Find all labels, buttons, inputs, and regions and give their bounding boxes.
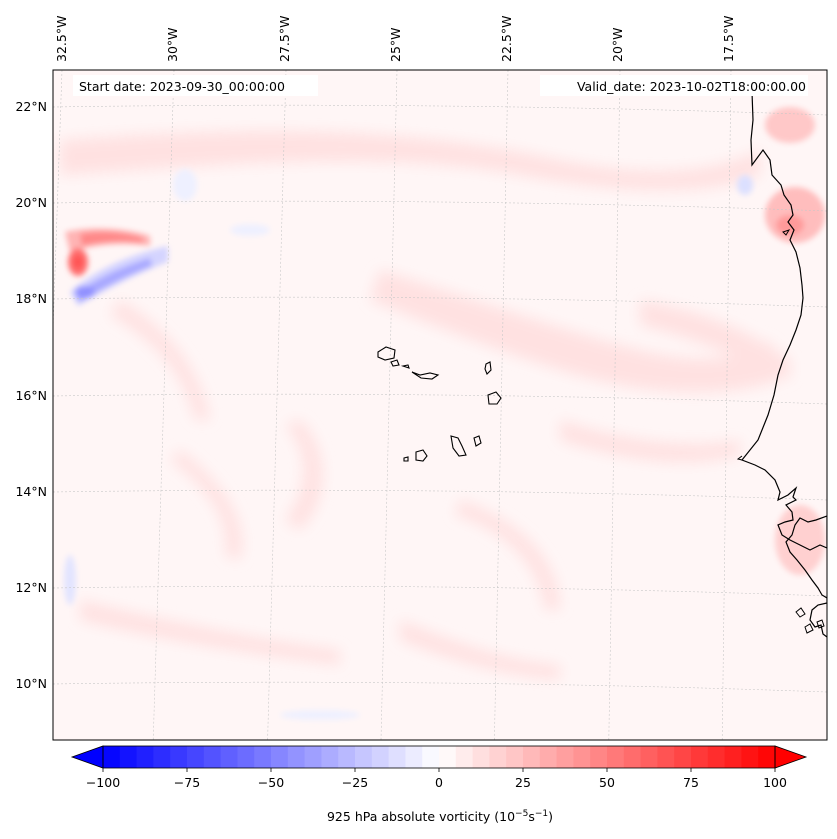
colorbar-tick-label: 100 [763,775,787,790]
colorbar-segment [573,746,591,768]
colorbar-segment [691,746,709,768]
coast-detail-bijagos [795,607,825,634]
colorbar-segment [187,746,205,768]
colorbar-segment [304,746,322,768]
island-santo-antao [377,346,396,361]
colorbar-segment [220,746,238,768]
colorbar-segment [103,746,121,768]
lon-label-25w: 25°W [388,27,403,62]
cape-verde-islands [377,346,502,462]
colorbar-segment [707,746,725,768]
colorbar-segment [556,746,574,768]
colorbar-segment [271,746,289,768]
colorbar-extend-min [70,745,104,769]
lat-label-10n: 10°N [15,676,47,691]
lat-label-22n: 22°N [15,99,47,114]
colorbar-segment [153,746,171,768]
colorbar-segment [422,746,440,768]
lat-label-12n: 12°N [15,580,47,595]
colorbar-tick-label: −25 [342,775,368,790]
colorbar-tick-label: 75 [683,775,699,790]
colorbar-label: 925 hPa absolute vorticity (10−5s−1) [327,809,553,824]
colorbar-segment [203,746,221,768]
colorbar-segments [103,746,776,768]
colorbar-segment [237,746,255,768]
colorbar-tick-label: −100 [86,775,120,790]
lon-label-32-5w: 32.5°W [54,16,69,62]
colorbar-tick-label: 0 [435,775,443,790]
colorbar-segment [741,746,759,768]
island-fogo [415,449,428,462]
longitude-labels: 32.5°W 30°W 27.5°W 25°W 22.5°W 20°W 17.5… [54,16,736,62]
colorbar-tick-label: 50 [599,775,615,790]
colorbar-segment [254,746,272,768]
island-maio [473,435,482,447]
colorbar-segment [119,746,137,768]
positive-vorticity-field [60,131,790,680]
start-date-text: Start date: 2023-09-30_00:00:00 [79,79,285,94]
lon-label-20w: 20°W [610,27,625,62]
colorbar-segment [170,746,188,768]
lon-label-22-5w: 22.5°W [499,16,514,62]
island-santa-luzia [400,364,410,369]
colorbar-segment [623,746,641,768]
colorbar-ticks: −100 −75 −50 −25 0 25 50 75 100 [86,768,787,790]
latitude-labels: 22°N 20°N 18°N 16°N 14°N 12°N 10°N [15,99,47,691]
colorbar-segment [355,746,373,768]
colorbar-segment [405,746,423,768]
lat-label-18n: 18°N [15,291,47,306]
lon-label-30w: 30°W [165,27,180,62]
island-sao-nicolau [411,371,440,380]
colorbar-segment [338,746,356,768]
africa-coastline [741,91,827,638]
island-santiago [450,435,467,457]
valid-date-text: Valid_date: 2023-10-02T18:00:00.00 [577,79,806,94]
map-area [53,70,827,740]
colorbar-segment [674,746,692,768]
colorbar-segment [321,746,339,768]
lon-label-27-5w: 27.5°W [277,16,292,62]
colorbar-segment [136,746,154,768]
island-sal [484,361,492,375]
colorbar-segment [523,746,541,768]
colorbar-extend-max [774,745,808,769]
colorbar-segment [590,746,608,768]
coast-detail-dakar [736,455,743,461]
island-brava [403,456,409,462]
colorbar-segment [607,746,625,768]
colorbar-segment [489,746,507,768]
colorbar-segment [371,746,389,768]
colorbar-segment [287,746,305,768]
map-frame [52,69,828,741]
colorbar-segment [640,746,658,768]
colorbar-tick-label: −50 [258,775,284,790]
colorbar-segment [455,746,473,768]
feature-positive-core [65,228,150,276]
lat-label-16n: 16°N [15,388,47,403]
colorbar: −100 −75 −50 −25 0 25 50 75 100 925 hPa absolute… [70,745,808,824]
lon-label-17-5w: 17.5°W [721,16,736,62]
colorbar-segment [439,746,457,768]
weak-negative-patches [64,169,753,720]
colorbar-segment [724,746,742,768]
colorbar-segment [539,746,557,768]
colorbar-tick-label: 25 [515,775,531,790]
positive-vorticity-africa [765,107,825,575]
coast-detail-banc-arguin [782,229,791,236]
colorbar-segment [758,746,776,768]
start-date-box [73,75,318,96]
colorbar-segment [388,746,406,768]
colorbar-segment [506,746,524,768]
feature-negative-core [70,246,168,306]
colorbar-segment [472,746,490,768]
island-boa-vista [487,391,502,405]
island-sao-vicente [390,359,400,367]
colorbar-segment [657,746,675,768]
valid-date-box [540,75,808,96]
lat-label-20n: 20°N [15,195,47,210]
lat-label-14n: 14°N [15,484,47,499]
colorbar-tick-label: −75 [174,775,200,790]
